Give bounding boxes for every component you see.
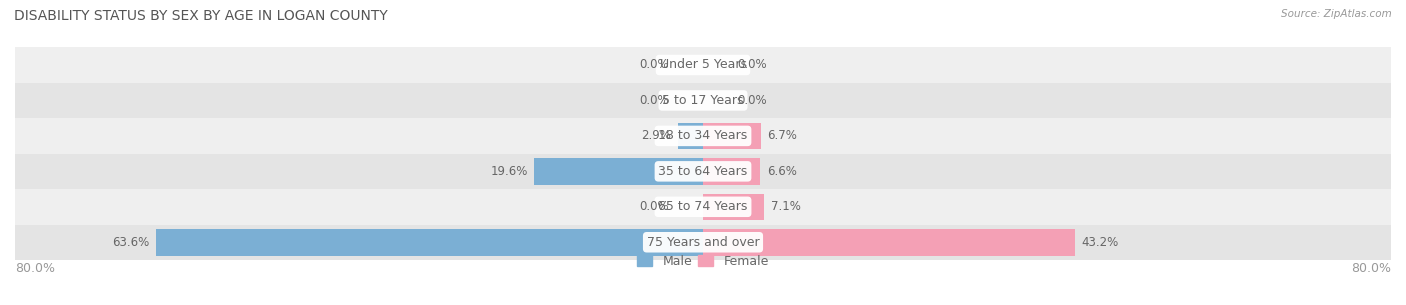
Text: Source: ZipAtlas.com: Source: ZipAtlas.com bbox=[1281, 9, 1392, 19]
Text: 80.0%: 80.0% bbox=[15, 262, 55, 275]
Text: 0.0%: 0.0% bbox=[638, 200, 669, 213]
Text: 6.7%: 6.7% bbox=[768, 129, 797, 142]
Bar bbox=[703, 193, 763, 220]
Text: 7.1%: 7.1% bbox=[770, 200, 801, 213]
Bar bbox=[678, 123, 703, 149]
Bar bbox=[703, 158, 759, 185]
Bar bbox=[156, 229, 703, 256]
Text: Under 5 Years: Under 5 Years bbox=[659, 59, 747, 71]
Legend: Male, Female: Male, Female bbox=[633, 250, 773, 273]
Bar bbox=[15, 83, 1391, 118]
Bar bbox=[15, 224, 1391, 260]
Bar bbox=[534, 158, 703, 185]
Bar bbox=[15, 154, 1391, 189]
Text: 5 to 17 Years: 5 to 17 Years bbox=[662, 94, 744, 107]
Text: 43.2%: 43.2% bbox=[1081, 236, 1119, 249]
Text: 80.0%: 80.0% bbox=[1351, 262, 1391, 275]
Text: 6.6%: 6.6% bbox=[766, 165, 797, 178]
Text: 0.0%: 0.0% bbox=[737, 59, 768, 71]
Text: 18 to 34 Years: 18 to 34 Years bbox=[658, 129, 748, 142]
Bar bbox=[15, 47, 1391, 83]
Text: 0.0%: 0.0% bbox=[638, 94, 669, 107]
Text: 19.6%: 19.6% bbox=[491, 165, 527, 178]
Text: 63.6%: 63.6% bbox=[112, 236, 149, 249]
Text: DISABILITY STATUS BY SEX BY AGE IN LOGAN COUNTY: DISABILITY STATUS BY SEX BY AGE IN LOGAN… bbox=[14, 9, 388, 23]
Text: 75 Years and over: 75 Years and over bbox=[647, 236, 759, 249]
Bar bbox=[703, 229, 1074, 256]
Bar bbox=[15, 118, 1391, 154]
Text: 35 to 64 Years: 35 to 64 Years bbox=[658, 165, 748, 178]
Text: 65 to 74 Years: 65 to 74 Years bbox=[658, 200, 748, 213]
Text: 0.0%: 0.0% bbox=[638, 59, 669, 71]
Bar bbox=[15, 189, 1391, 224]
Text: 0.0%: 0.0% bbox=[737, 94, 768, 107]
Bar bbox=[703, 123, 761, 149]
Text: 2.9%: 2.9% bbox=[641, 129, 671, 142]
